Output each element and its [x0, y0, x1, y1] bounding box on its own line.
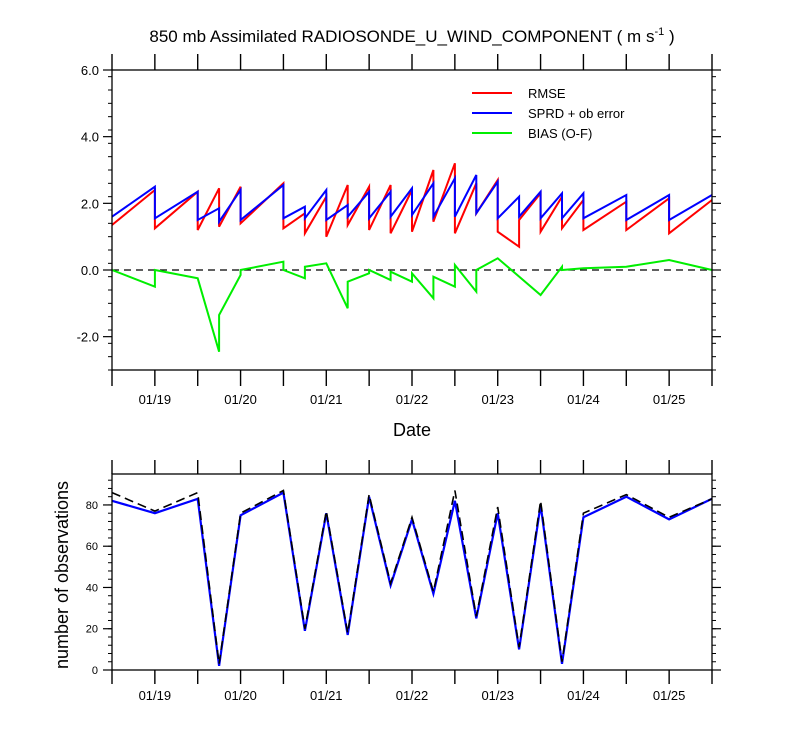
legend-label: BIAS (O-F) [528, 126, 592, 141]
x-tick-label: 01/19 [139, 688, 172, 703]
x-tick-label: 01/22 [396, 688, 429, 703]
y-tick-label: 60 [86, 541, 98, 553]
observation-count-chart: 0 20 40 60 80 01/19 01/20 01/21 01/22 01/23 01/24 0… [52, 460, 721, 703]
x-axis-title: Date [393, 420, 431, 440]
x-tick-label: 01/20 [224, 688, 257, 703]
y-tick-label: 0.0 [81, 263, 99, 278]
sprd-series-line [111, 174, 713, 225]
x-tick-label: 01/24 [567, 392, 600, 407]
y-tick-label: 4.0 [81, 130, 99, 145]
title-units-exponent: -1 [654, 26, 664, 38]
legend-label: RMSE [528, 86, 566, 101]
legend-label: SPRD + ob error [528, 106, 625, 121]
chart-title: 850 mb Assimilated RADIOSONDE_U_WIND_COM… [149, 26, 674, 46]
x-tick-label: 01/21 [310, 688, 343, 703]
x-tick-label: 01/21 [310, 392, 343, 407]
x-tick-label: 01/19 [139, 392, 172, 407]
y-tick-label: 6.0 [81, 63, 99, 78]
possible-count-line [111, 489, 713, 664]
y-tick-label: 40 [86, 582, 98, 594]
y-axis-title: number of observations [52, 481, 72, 669]
y-tick-label: 0 [92, 665, 98, 677]
x-tick-label: 01/24 [567, 688, 600, 703]
bias-series-line [111, 257, 713, 352]
y-tick-label: 20 [86, 624, 98, 636]
x-tick-label: 01/23 [481, 688, 514, 703]
x-tick-label: 01/23 [481, 392, 514, 407]
y-tick-label: 2.0 [81, 196, 99, 211]
x-tick-label: 01/25 [653, 392, 686, 407]
y-tick-label: -2.0 [77, 330, 99, 345]
x-tick-label: 01/25 [653, 688, 686, 703]
bias-rmse-chart: 850 mb Assimilated RADIOSONDE_U_WIND_COM… [77, 26, 721, 440]
bottom-plot-frame [111, 473, 713, 671]
x-tick-label: 01/20 [224, 392, 257, 407]
x-tick-label: 01/22 [396, 392, 429, 407]
y-tick-label: 80 [86, 500, 98, 512]
